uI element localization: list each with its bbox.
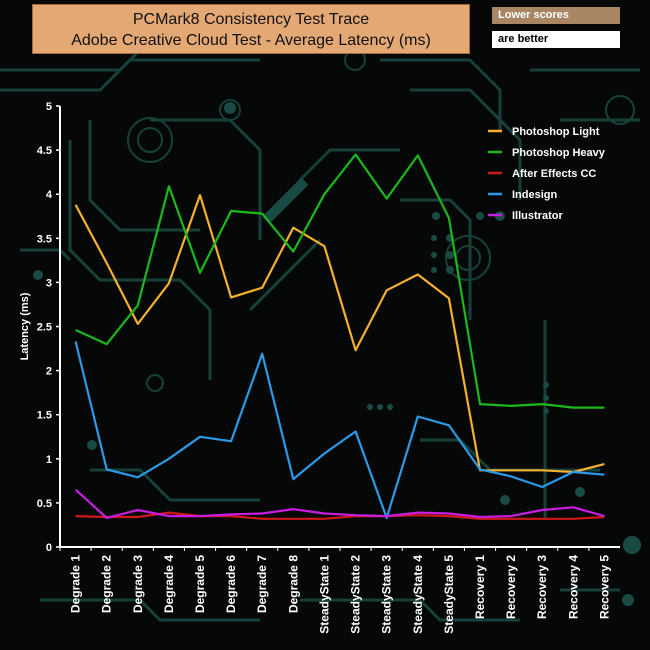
chart-title-line1: PCMark8 Consistency Test Trace xyxy=(132,11,370,28)
series-line-0 xyxy=(74,194,605,474)
x-tick-label: Degrade 8 xyxy=(286,555,300,613)
x-tick-label: Degrade 3 xyxy=(131,555,145,613)
chart-title: PCMark8 Consistency Test Trace Adobe Cre… xyxy=(32,4,470,54)
y-tick-label: 0 xyxy=(46,542,52,554)
series-line-4 xyxy=(74,488,605,520)
x-tick-label: Degrade 6 xyxy=(224,555,238,613)
y-tick-label: 3.5 xyxy=(37,233,52,245)
legend-label-2: After Effects CC xyxy=(512,168,596,180)
y-tick-label: 2.5 xyxy=(37,322,52,334)
y-tick-label: 1.5 xyxy=(37,410,52,422)
x-tick-label: Recovery 1 xyxy=(473,555,487,619)
x-tick-label: SteadyState 5 xyxy=(442,555,456,634)
x-tick-label: Recovery 5 xyxy=(597,555,611,619)
legend-label-1: Photoshop Heavy xyxy=(512,147,606,159)
y-axis-label: Latency (ms) xyxy=(19,292,31,360)
x-tick-label: SteadyState 3 xyxy=(380,555,394,634)
y-tick-label: 2 xyxy=(46,366,52,378)
x-tick-label: Recovery 3 xyxy=(535,555,549,619)
lower-scores-note: Lower scores xyxy=(492,7,620,24)
x-tick-label: SteadyState 1 xyxy=(317,555,331,634)
series-line-2 xyxy=(75,511,605,520)
series-line-1 xyxy=(75,153,605,409)
y-tick-label: 3 xyxy=(46,277,52,289)
x-tick-label: Degrade 1 xyxy=(69,555,83,613)
x-tick-label: Degrade 4 xyxy=(162,555,176,613)
x-tick-label: Recovery 4 xyxy=(566,555,580,619)
y-tick-label: 5 xyxy=(46,101,52,113)
legend-label-4: Illustrator xyxy=(512,210,563,222)
chart-title-line2: Adobe Creative Cloud Test - Average Late… xyxy=(71,32,431,49)
legend-label-3: Indesign xyxy=(512,189,558,201)
legend-label-0: Photoshop Light xyxy=(512,126,600,138)
x-tick-label: Recovery 2 xyxy=(504,555,518,619)
x-tick-label: Degrade 7 xyxy=(255,555,269,613)
x-tick-label: SteadyState 2 xyxy=(349,555,363,634)
y-tick-label: 4 xyxy=(46,189,53,201)
y-tick-label: 4.5 xyxy=(37,145,52,157)
x-tick-label: SteadyState 4 xyxy=(411,555,425,634)
chart-series xyxy=(74,153,605,520)
x-tick-label: Degrade 5 xyxy=(193,555,207,613)
chart-legend: Photoshop Light Photoshop Heavy After Eff… xyxy=(488,126,606,222)
x-tick-label: Degrade 2 xyxy=(100,555,114,613)
y-tick-label: 0.5 xyxy=(37,498,52,510)
chart-axes: 0 0.5 1 1.5 2 2.5 3 3.5 4 4.5 5 Latency (ms) Degrade… xyxy=(19,101,620,634)
y-tick-label: 1 xyxy=(46,454,52,466)
are-better-note: are better xyxy=(492,31,620,48)
series-line-3 xyxy=(74,341,605,520)
